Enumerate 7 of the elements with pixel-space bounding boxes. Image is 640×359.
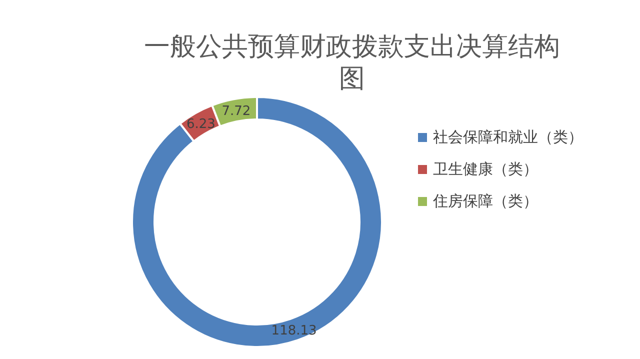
legend-label: 卫生健康（类） [433, 160, 538, 178]
legend-label: 社会保障和就业（类） [433, 128, 583, 146]
data-label: 6.23 [186, 117, 216, 132]
chart-title: 一般公共预算财政拨款支出决算结构图 [144, 32, 560, 94]
legend-label: 住房保障（类） [432, 192, 538, 210]
data-label: 118.13 [271, 324, 317, 339]
data-label: 7.72 [222, 104, 251, 120]
